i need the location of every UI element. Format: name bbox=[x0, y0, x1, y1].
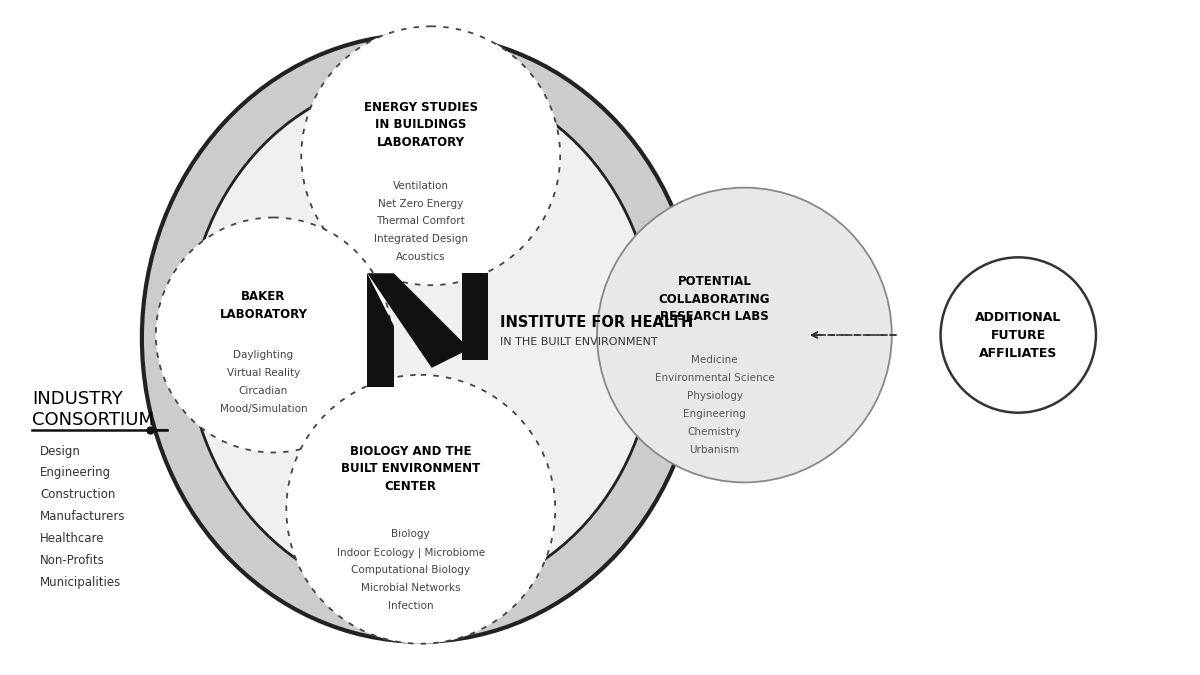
Text: Acoustics: Acoustics bbox=[396, 252, 445, 263]
Text: Non-Profits: Non-Profits bbox=[41, 554, 106, 567]
Polygon shape bbox=[367, 273, 394, 387]
Ellipse shape bbox=[142, 34, 700, 642]
Text: Municipalities: Municipalities bbox=[41, 576, 121, 589]
Text: Physiology: Physiology bbox=[686, 391, 743, 401]
Circle shape bbox=[598, 188, 892, 483]
Text: Virtual Reality: Virtual Reality bbox=[227, 368, 300, 378]
Text: INSTITUTE FOR HEALTH: INSTITUTE FOR HEALTH bbox=[500, 315, 694, 329]
Text: Medicine: Medicine bbox=[691, 355, 738, 365]
Text: Chemistry: Chemistry bbox=[688, 427, 742, 437]
Text: BIOLOGY AND THE
BUILT ENVIRONMENT
CENTER: BIOLOGY AND THE BUILT ENVIRONMENT CENTER bbox=[341, 445, 480, 493]
Text: INDUSTRY
CONSORTIUM: INDUSTRY CONSORTIUM bbox=[32, 389, 155, 429]
Text: Microbial Networks: Microbial Networks bbox=[361, 583, 461, 593]
Text: Thermal Comfort: Thermal Comfort bbox=[377, 217, 466, 227]
Text: Infection: Infection bbox=[388, 601, 433, 611]
Text: Engineering: Engineering bbox=[41, 466, 112, 479]
Ellipse shape bbox=[187, 77, 655, 599]
Text: Net Zero Energy: Net Zero Energy bbox=[378, 198, 463, 209]
Text: Biology: Biology bbox=[391, 529, 430, 539]
Circle shape bbox=[287, 375, 556, 644]
Text: Mood/Simulation: Mood/Simulation bbox=[220, 404, 307, 414]
Text: Integrated Design: Integrated Design bbox=[373, 234, 468, 244]
Text: BAKER
LABORATORY: BAKER LABORATORY bbox=[220, 290, 307, 321]
Text: Environmental Science: Environmental Science bbox=[655, 373, 774, 383]
Text: Urbanism: Urbanism bbox=[690, 445, 739, 454]
Text: Daylighting: Daylighting bbox=[233, 350, 294, 360]
Text: Construction: Construction bbox=[41, 489, 115, 502]
Text: Manufacturers: Manufacturers bbox=[41, 510, 126, 523]
Text: Computational Biology: Computational Biology bbox=[352, 565, 470, 575]
Text: Healthcare: Healthcare bbox=[41, 532, 104, 545]
Text: IN THE BUILT ENVIRONMENT: IN THE BUILT ENVIRONMENT bbox=[500, 337, 658, 347]
Text: Engineering: Engineering bbox=[683, 408, 746, 418]
Text: ENERGY STUDIES
IN BUILDINGS
LABORATORY: ENERGY STUDIES IN BUILDINGS LABORATORY bbox=[364, 101, 478, 149]
Circle shape bbox=[301, 26, 560, 286]
Polygon shape bbox=[462, 273, 488, 360]
Text: Circadian: Circadian bbox=[239, 386, 288, 396]
Circle shape bbox=[941, 257, 1096, 412]
Text: Indoor Ecology | Microbiome: Indoor Ecology | Microbiome bbox=[337, 547, 485, 558]
Text: ADDITIONAL
FUTURE
AFFILIATES: ADDITIONAL FUTURE AFFILIATES bbox=[976, 310, 1062, 360]
Text: Ventilation: Ventilation bbox=[392, 181, 449, 190]
Polygon shape bbox=[367, 273, 469, 368]
Circle shape bbox=[156, 217, 391, 452]
Text: POTENTIAL
COLLABORATING
RESEARCH LABS: POTENTIAL COLLABORATING RESEARCH LABS bbox=[659, 275, 770, 323]
Text: Design: Design bbox=[41, 445, 82, 458]
